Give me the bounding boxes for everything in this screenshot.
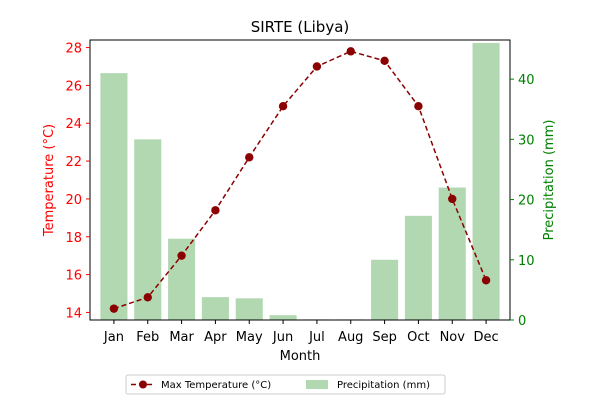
y-axis-right-label: Precipitation (mm)	[542, 120, 557, 241]
chart-title: SIRTE (Libya)	[251, 18, 350, 36]
temperature-point-mar	[177, 251, 186, 260]
legend: Max Temperature (°C) Precipitation (mm)	[125, 374, 446, 395]
y-left-tick-label-26: 26	[65, 79, 82, 94]
y-left-tick-label-20: 20	[65, 193, 82, 208]
y-axis-right: 0 10 20 30 40	[510, 73, 535, 329]
x-tick-label-mar: Mar	[169, 330, 194, 345]
legend-label-temperature: Max Temperature (°C)	[161, 380, 271, 391]
temperature-point-feb	[143, 293, 152, 302]
x-tick-label-apr: Apr	[204, 330, 227, 345]
y-left-tick-label-22: 22	[65, 155, 82, 170]
x-tick-label-feb: Feb	[136, 330, 159, 345]
x-tick-label-may: May	[236, 330, 263, 345]
temperature-point-sep	[380, 56, 389, 66]
precipitation-bar-oct	[404, 215, 432, 320]
legend-marker-swatch	[139, 380, 147, 389]
y-left-tick-label-28: 28	[65, 42, 82, 57]
temperature-point-apr	[211, 206, 220, 215]
temperature-point-may	[245, 153, 254, 162]
precipitation-bar-jan	[100, 73, 128, 320]
temperature-point-dec	[481, 276, 491, 285]
precipitation-bar-jun	[269, 315, 297, 320]
y-left-tick-label-14: 14	[65, 306, 82, 321]
temperature-point-nov	[448, 194, 457, 204]
x-tick-label-dec: Dec	[474, 330, 499, 345]
y-left-tick-label-24: 24	[65, 117, 82, 132]
plot-frame	[89, 39, 511, 321]
y-right-tick-label-10: 10	[518, 254, 535, 269]
x-tick-label-jul: Jul	[308, 330, 325, 345]
y-axis-left-label: Temperature (°C)	[42, 124, 57, 237]
precipitation-bar-dec	[472, 43, 500, 321]
legend-box	[125, 374, 446, 395]
precipitation-bar-mar	[168, 238, 196, 320]
precipitation-bar-sep	[371, 259, 399, 320]
y-right-tick-label-0: 0	[518, 314, 526, 329]
x-tick-label-jan: Jan	[103, 330, 124, 345]
temperature-point-jan	[109, 304, 119, 313]
temperature-line	[109, 47, 491, 313]
y-right-tick-label-20: 20	[518, 194, 535, 209]
precipitation-bar-feb	[134, 139, 162, 320]
legend-label-precipitation: Precipitation (mm)	[337, 380, 430, 391]
temperature-point-jul	[312, 62, 322, 71]
y-left-tick-label-16: 16	[65, 269, 82, 284]
precipitation-bars	[100, 43, 500, 321]
y-right-tick-label-30: 30	[518, 133, 535, 148]
x-tick-label-jun: Jun	[272, 330, 293, 345]
temperature-point-aug	[346, 47, 355, 56]
x-tick-label-sep: Sep	[372, 330, 397, 345]
precipitation-bar-apr	[201, 297, 229, 320]
temperature-point-oct	[414, 102, 423, 111]
x-axis: Jan Feb Mar Apr May Jun Jul Aug Sep Oct Nov Dec	[103, 320, 499, 345]
precipitation-bar-nov	[438, 187, 466, 320]
y-right-tick-label-40: 40	[518, 73, 535, 88]
y-axis-left: 14 16 18 20 22 24 26 28	[65, 42, 90, 321]
x-tick-label-nov: Nov	[440, 330, 466, 345]
x-tick-label-aug: Aug	[338, 330, 363, 345]
temperature-line-path	[113, 50, 487, 310]
x-tick-label-oct: Oct	[407, 330, 429, 345]
temperature-point-jun	[278, 102, 288, 111]
y-left-tick-label-18: 18	[65, 231, 82, 246]
precipitation-bar-may	[235, 298, 263, 320]
legend-bar-swatch	[306, 380, 328, 389]
x-axis-label: Month	[280, 349, 321, 364]
